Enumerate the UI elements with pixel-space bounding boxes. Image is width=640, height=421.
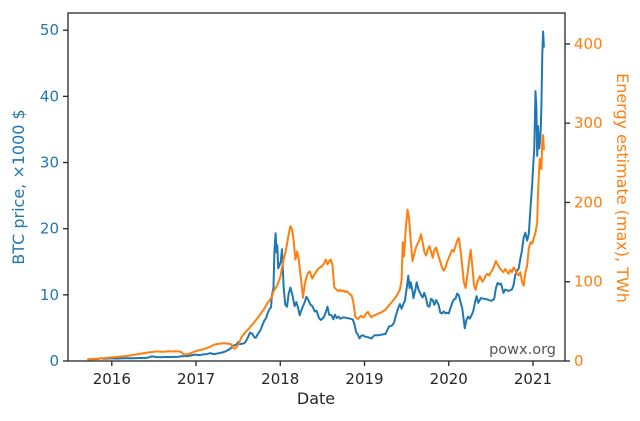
axes-spines	[67, 12, 566, 362]
left-axis-title: BTC price, ×1000 $	[9, 109, 28, 264]
left-y-tick-label: 30	[40, 154, 59, 172]
x-tick-label: 2019	[345, 370, 383, 388]
watermark-text: powx.org	[489, 342, 556, 358]
right-y-tick-label: 200	[574, 193, 603, 211]
x-axis-title: Date	[297, 389, 335, 408]
left-y-tick-label: 20	[40, 220, 59, 238]
x-tick-label: 2021	[514, 370, 552, 388]
energy-estimate-line	[87, 134, 545, 361]
plot-area: 2016 2017 2018 2019 2020 2021 0 10 20 30 40 50 0 100 2…	[40, 12, 603, 388]
right-axis-title: Energy estimate (max), TWh	[613, 73, 632, 303]
right-y-tick-label: 100	[574, 273, 603, 291]
x-tick-label: 2018	[261, 370, 299, 388]
left-y-tick-label: 0	[49, 352, 59, 370]
right-y-tick-label: 0	[574, 352, 584, 370]
x-tick-label: 2017	[177, 370, 215, 388]
left-y-tick-label: 40	[40, 87, 59, 105]
right-y-tick-label: 400	[574, 35, 603, 53]
left-y-tick-label: 10	[40, 286, 59, 304]
btc-price-line	[87, 30, 545, 361]
x-tick-label: 2016	[93, 370, 131, 388]
right-y-tick-label: 300	[574, 114, 603, 132]
x-tick-label: 2020	[430, 370, 468, 388]
left-y-tick-label: 50	[40, 21, 59, 39]
